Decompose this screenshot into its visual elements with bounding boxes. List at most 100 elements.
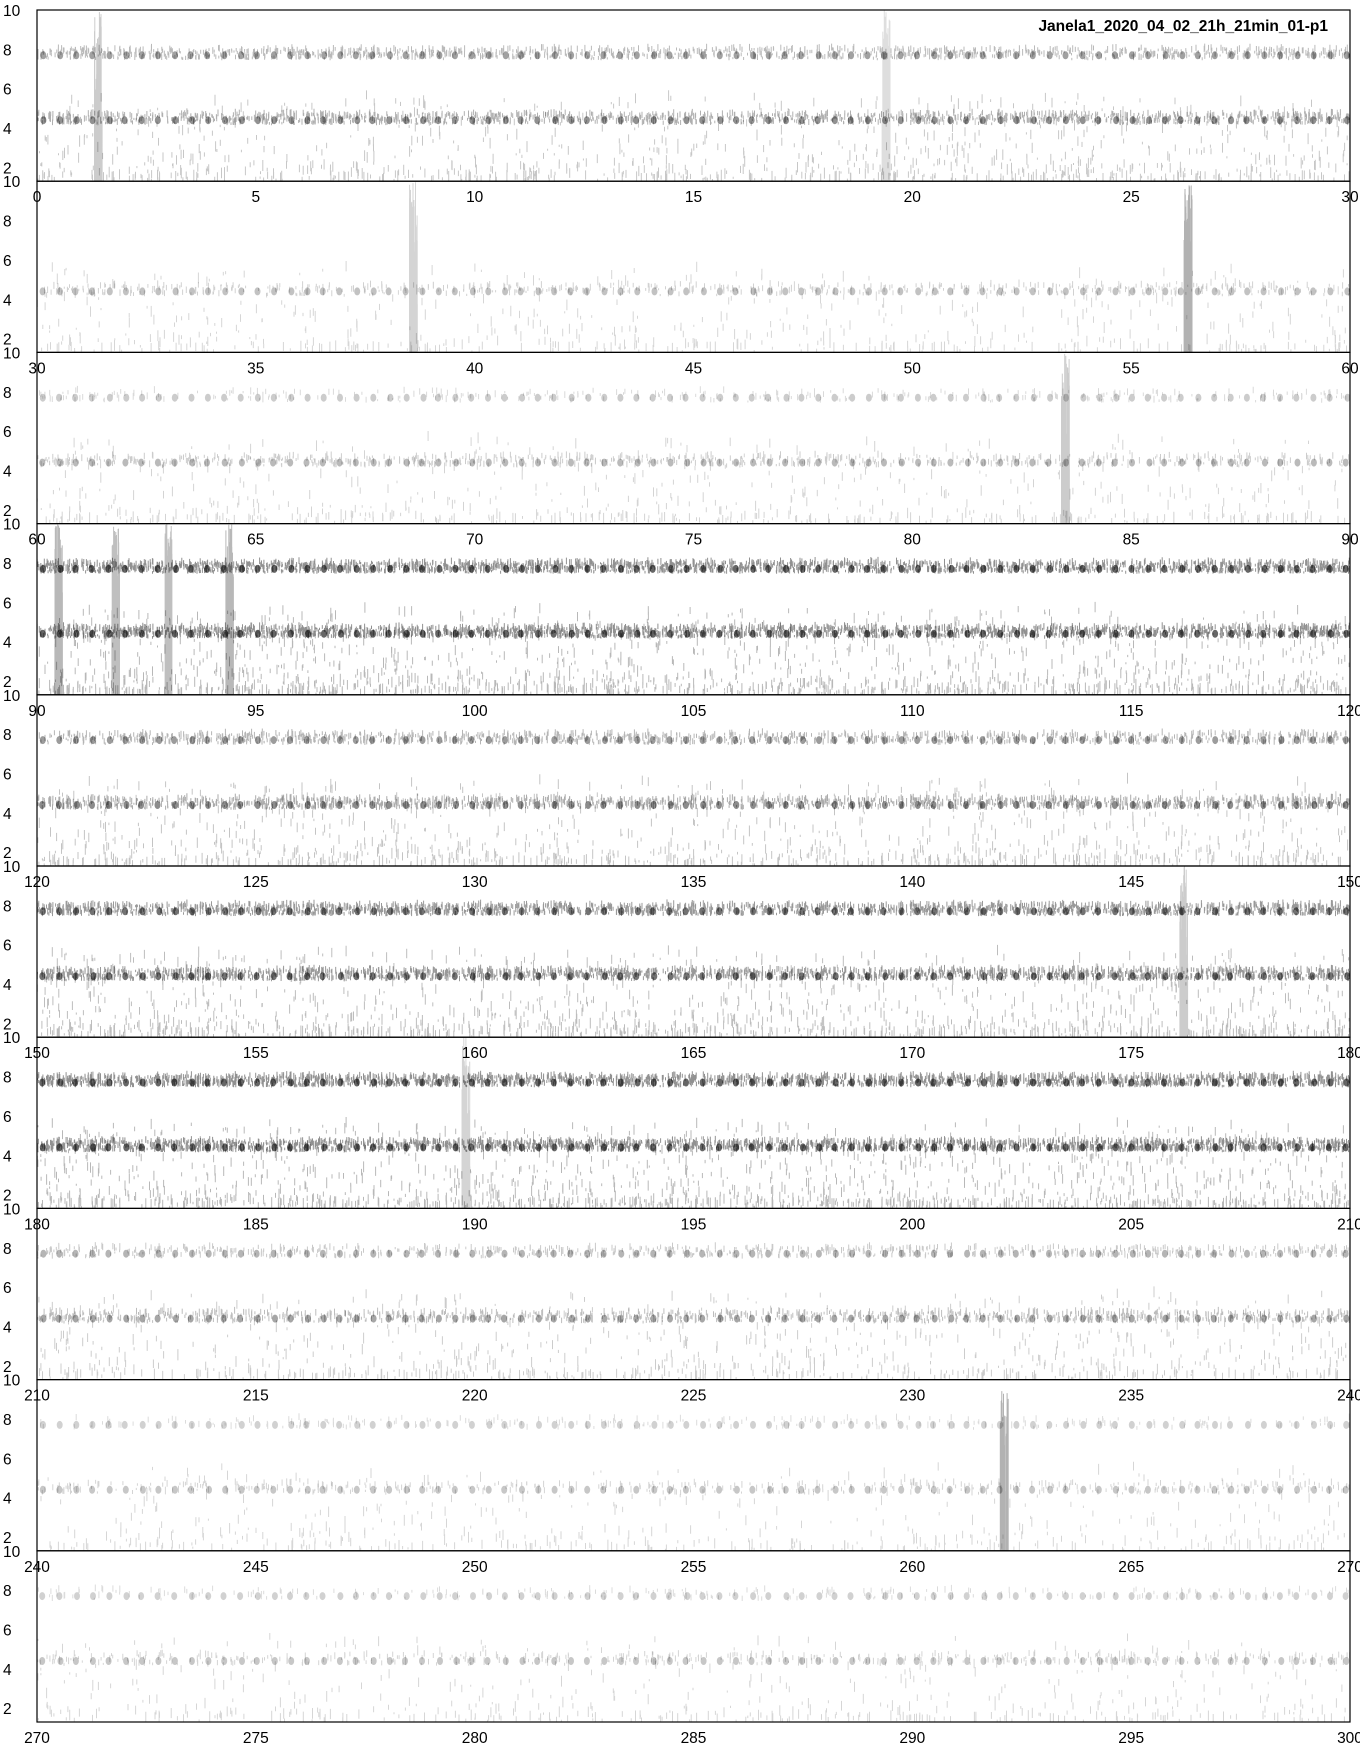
y-tick-label: 4 [3, 635, 12, 652]
y-tick-label: 4 [3, 1491, 12, 1508]
x-tick-label: 160 [462, 1045, 488, 1062]
x-tick-label: 195 [681, 1216, 707, 1233]
x-tick-label: 285 [681, 1730, 707, 1747]
spectrogram-texture [37, 1037, 1350, 1209]
spectrogram-panel: 2 4 6 8 10 210 215 220 225 230 235 240 [3, 1201, 1360, 1404]
spectrogram-texture [37, 10, 1350, 182]
x-tick-label: 200 [899, 1216, 925, 1233]
x-tick-label: 135 [681, 874, 707, 891]
x-tick-label: 280 [462, 1730, 488, 1747]
y-tick-label: 4 [3, 292, 12, 309]
x-tick-label: 85 [1123, 532, 1140, 549]
y-tick-label: 10 [3, 1030, 21, 1047]
y-tick-label: 6 [3, 767, 12, 784]
y-tick-label: 2 [3, 1530, 12, 1547]
panel-frame [36, 694, 1351, 867]
y-tick-label: 4 [3, 121, 12, 138]
x-tick-label: 105 [681, 703, 707, 720]
x-tick-label: 190 [462, 1216, 488, 1233]
x-tick-label: 180 [1337, 1045, 1360, 1062]
x-tick-label: 55 [1123, 360, 1140, 377]
x-tick-label: 245 [243, 1559, 269, 1576]
y-tick-label: 2 [3, 1188, 12, 1205]
y-tick-label: 8 [3, 1070, 12, 1087]
y-tick-label: 2 [3, 332, 12, 349]
x-tick-label: 75 [685, 532, 702, 549]
x-tick-label: 140 [899, 874, 925, 891]
y-tick-label: 2 [3, 674, 12, 691]
y-tick-label: 4 [3, 1148, 12, 1165]
x-tick-label: 155 [243, 1045, 269, 1062]
x-tick-label: 295 [1118, 1730, 1144, 1747]
x-tick-label: 255 [681, 1559, 707, 1576]
x-tick-label: 70 [466, 532, 484, 549]
x-tick-label: 45 [685, 360, 702, 377]
x-tick-label: 115 [1119, 703, 1144, 720]
y-tick-label: 8 [3, 385, 12, 402]
x-tick-label: 25 [1123, 189, 1140, 206]
y-tick-label: 10 [3, 859, 21, 876]
x-tick-label: 120 [1337, 703, 1360, 720]
y-tick-label: 10 [3, 345, 21, 362]
y-tick-label: 2 [3, 845, 12, 862]
x-tick-label: 10 [466, 189, 484, 206]
x-tick-label: 235 [1118, 1388, 1144, 1405]
x-tick-label: 145 [1118, 874, 1144, 891]
y-tick-label: 8 [3, 898, 12, 915]
panel-frame [36, 522, 1351, 696]
x-tick-label: 265 [1118, 1559, 1144, 1576]
y-tick-label: 6 [3, 253, 12, 270]
x-tick-label: 110 [900, 703, 925, 720]
y-tick-label: 6 [3, 424, 12, 441]
x-tick-label: 240 [1337, 1388, 1360, 1405]
x-tick-label: 225 [681, 1388, 707, 1405]
x-tick-label: 260 [899, 1559, 925, 1576]
spectrogram-texture [37, 728, 1350, 866]
panel-frame [36, 1378, 1351, 1552]
x-tick-label: 65 [247, 532, 264, 549]
chart-title: Janela1_2020_04_02_21h_21min_01-p1 [1038, 18, 1328, 35]
x-tick-label: 50 [904, 360, 922, 377]
x-tick-label: 215 [243, 1388, 269, 1405]
y-tick-label: 2 [3, 1016, 12, 1033]
spectrogram-texture [37, 182, 1350, 353]
y-tick-label: 10 [3, 1201, 21, 1218]
x-tick-label: 230 [899, 1388, 925, 1405]
spectrogram-texture [37, 1584, 1350, 1722]
spectrogram-panel: 2 4 6 8 10 240 245 250 255 260 265 270 [3, 1373, 1360, 1576]
y-tick-label: 10 [3, 517, 21, 534]
spectrogram-texture [37, 1242, 1350, 1380]
y-tick-label: 8 [3, 1241, 12, 1258]
spectrogram-texture [37, 1391, 1350, 1551]
y-tick-label: 6 [3, 1109, 12, 1126]
x-tick-label: 165 [681, 1045, 707, 1062]
y-tick-label: 6 [3, 1280, 12, 1297]
spectrogram-panel: 2 4 6 8 10 270 275 280 285 290 295 300 [3, 1544, 1360, 1747]
x-tick-label: 175 [1118, 1045, 1144, 1062]
x-tick-label: 95 [247, 703, 264, 720]
y-tick-label: 4 [3, 977, 12, 994]
y-tick-label: 4 [3, 1320, 12, 1337]
x-tick-label: 100 [462, 703, 488, 720]
y-tick-label: 2 [3, 160, 12, 177]
y-tick-label: 6 [3, 1451, 12, 1468]
y-tick-label: 6 [3, 1623, 12, 1640]
y-tick-label: 2 [3, 503, 12, 520]
spectrogram-panel: 2 4 6 8 10 180 185 190 195 200 205 210 [3, 1030, 1360, 1233]
panel-frame [36, 9, 1351, 182]
panel-frame [36, 351, 1351, 525]
x-tick-label: 210 [1337, 1216, 1360, 1233]
spectrogram-texture [37, 866, 1350, 1038]
y-tick-label: 8 [3, 1583, 12, 1600]
x-tick-label: 5 [251, 189, 260, 206]
panel-frame [36, 1550, 1351, 1723]
y-tick-label: 10 [3, 174, 21, 191]
y-tick-label: 4 [3, 1662, 12, 1679]
y-tick-label: 8 [3, 556, 12, 573]
y-tick-label: 10 [3, 688, 21, 705]
